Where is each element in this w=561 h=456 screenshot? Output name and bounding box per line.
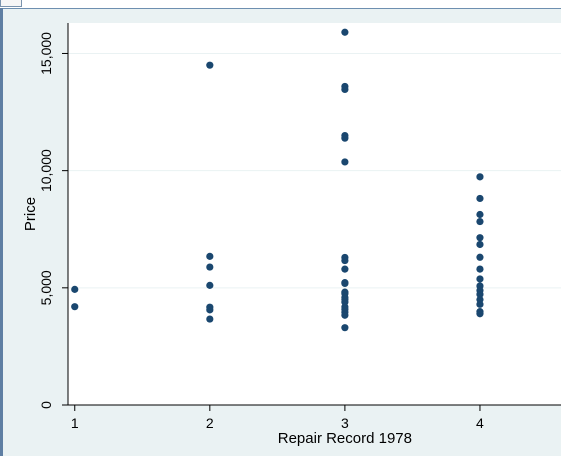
- data-point-14: [341, 158, 349, 166]
- x-axis-ticks: 1 2 3 4: [71, 405, 484, 431]
- data-point-35: [476, 240, 484, 249]
- data-point-33: [476, 217, 484, 226]
- data-point-11: [341, 85, 349, 94]
- data-point-4: [206, 263, 214, 271]
- plot-area: [68, 23, 561, 405]
- window-tab: [0, 0, 22, 7]
- data-point-36: [476, 253, 484, 261]
- x-axis-title: Repair Record 1978: [278, 430, 412, 447]
- y-tick-label-1: 5,000: [38, 270, 54, 305]
- data-point-38: [476, 275, 484, 283]
- data-point-31: [476, 194, 484, 203]
- data-point-0: [71, 285, 79, 293]
- data-point-2: [206, 61, 214, 69]
- data-point-16: [341, 256, 349, 265]
- data-point-29: [341, 324, 349, 332]
- y-axis-ticks: 0 5,000 10,000 15,000: [38, 32, 68, 409]
- data-point-43: [476, 300, 484, 308]
- data-point-5: [206, 281, 214, 289]
- data-point-8: [206, 315, 214, 323]
- data-point-3: [206, 252, 214, 260]
- x-tick-label-2: 3: [341, 415, 349, 431]
- data-point-28: [341, 311, 349, 319]
- data-point-34: [476, 234, 484, 242]
- data-point-13: [341, 134, 349, 142]
- data-point-32: [476, 210, 484, 219]
- data-points: [71, 28, 484, 332]
- data-point-1: [71, 303, 79, 311]
- data-point-7: [206, 306, 214, 314]
- window-top-border: [0, 0, 561, 9]
- data-point-30: [476, 173, 484, 181]
- data-point-45: [476, 310, 484, 318]
- data-point-37: [476, 265, 484, 273]
- x-tick-label-3: 4: [476, 415, 484, 431]
- y-axis-title: Price: [22, 197, 39, 231]
- y-tick-label-2: 10,000: [38, 149, 54, 192]
- data-point-41: [476, 290, 484, 298]
- x-tick-label-0: 1: [71, 415, 79, 431]
- y-tick-label-3: 15,000: [38, 32, 54, 75]
- x-tick-label-1: 2: [206, 415, 214, 431]
- window-left-frame: [0, 8, 3, 456]
- data-point-9: [341, 28, 349, 36]
- y-tick-label-0: 0: [38, 401, 54, 409]
- data-point-17: [341, 265, 349, 273]
- data-point-19: [341, 279, 349, 287]
